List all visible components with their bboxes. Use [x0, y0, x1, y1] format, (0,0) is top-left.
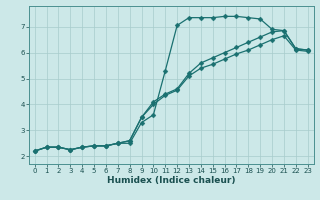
- X-axis label: Humidex (Indice chaleur): Humidex (Indice chaleur): [107, 176, 236, 185]
